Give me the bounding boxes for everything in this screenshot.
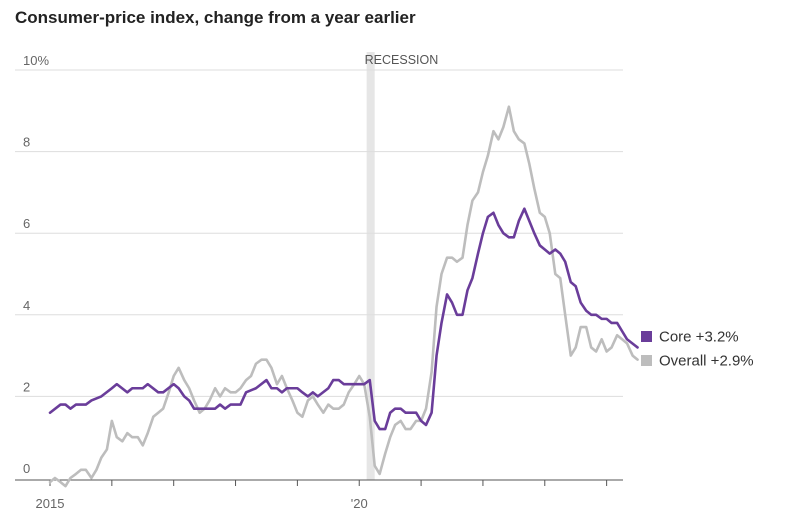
series-line-overall [48, 105, 639, 488]
recession-band [366, 52, 375, 480]
legend-swatch-overall [641, 355, 652, 366]
recession-label: RECESSION [365, 53, 439, 67]
x-tick-label: 2015 [36, 496, 65, 511]
series-line-core [48, 207, 639, 431]
chart-title: Consumer-price index, change from a year… [15, 8, 416, 27]
series-lines [48, 105, 639, 488]
y-tick-label: 4 [23, 298, 30, 313]
legend: Core +3.2% Overall +2.9% [641, 329, 754, 370]
y-tick-label: 6 [23, 216, 30, 231]
y-tick-label: 10% [23, 53, 49, 68]
legend-label-overall: Overall +2.9% [659, 353, 754, 370]
y-tick-label: 8 [23, 135, 30, 150]
gridlines [15, 69, 623, 397]
x-tick-label: '20 [351, 496, 368, 511]
y-tick-label: 0 [23, 461, 30, 476]
y-axis-labels: 0 2 4 6 8 10% [23, 53, 49, 476]
recession-band-group: RECESSION [365, 52, 439, 480]
x-axis: 2015 '20 [15, 479, 623, 511]
legend-label-core: Core +3.2% [659, 329, 739, 346]
y-tick-label: 2 [23, 379, 30, 394]
legend-swatch-core [641, 331, 652, 342]
